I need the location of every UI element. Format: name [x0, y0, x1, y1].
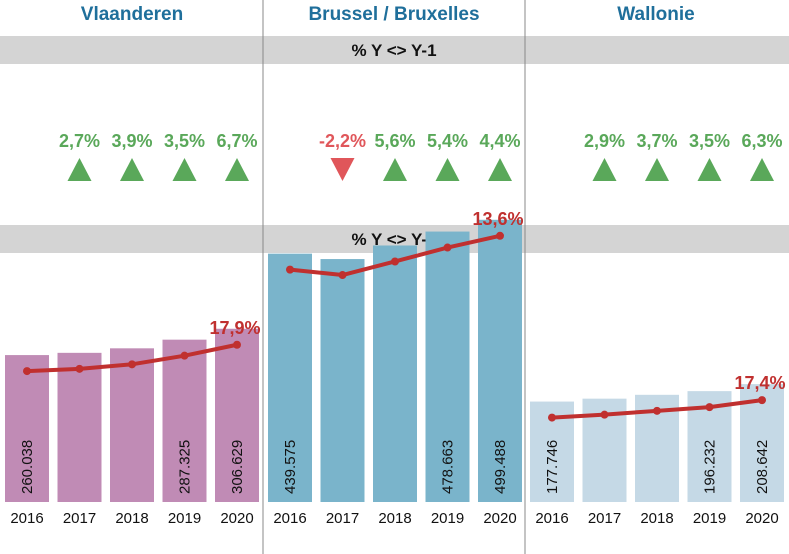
trend-point [391, 257, 399, 266]
bar-value-label: 196.232 [702, 440, 719, 494]
yoy-change-label: 2,7% [59, 131, 100, 151]
band-y1 [0, 36, 789, 64]
x-tick-label: 2018 [378, 510, 411, 527]
triangle-up-icon [592, 158, 617, 181]
triangle-up-icon [488, 158, 512, 181]
bar [268, 253, 312, 502]
triangle-up-icon [697, 158, 722, 181]
yoy-change-label: 2,9% [584, 131, 625, 151]
yoy-change-label: -2,2% [319, 131, 366, 151]
triangle-up-icon [435, 158, 460, 181]
triangle-up-icon [120, 158, 144, 181]
panel-title-brussel: Brussel / Bruxelles [308, 4, 479, 25]
triangle-up-icon [645, 158, 669, 181]
x-tick-label: 2019 [431, 510, 464, 527]
x-tick-label: 2016 [273, 510, 306, 527]
x-tick-label: 2017 [588, 510, 621, 527]
trend-point [548, 413, 556, 422]
x-tick-label: 2020 [745, 510, 778, 527]
trend-point [128, 360, 136, 369]
yoy-change-label: 3,7% [636, 131, 677, 151]
bar [478, 219, 522, 502]
trend-point [653, 406, 661, 415]
yoy-change-label: 3,9% [111, 131, 152, 151]
bar-value-label: 208.642 [754, 440, 771, 494]
bar [57, 352, 102, 502]
trend-point [180, 351, 189, 360]
yoy-change-label: 6,3% [741, 131, 782, 151]
x-tick-label: 2019 [168, 510, 201, 527]
x-tick-label: 2017 [63, 510, 96, 527]
trend-point [496, 231, 504, 240]
chart-marks: 2,7% 3,9% 3,5% 6,7% 260.038 2016 2017 2018 287.3… [5, 131, 786, 527]
bar-value-label: 260.038 [19, 440, 36, 494]
five-year-change-label: 13,6% [472, 209, 523, 229]
bar-value-label: 177.746 [544, 440, 561, 494]
yoy-change-label: 3,5% [164, 131, 205, 151]
trend-point [233, 340, 241, 349]
triangle-up-icon [172, 158, 197, 181]
triangle-down-icon [330, 158, 355, 181]
bar [215, 328, 259, 502]
band-y1-label: % Y <> Y-1 [351, 41, 436, 60]
trend-point [23, 367, 31, 376]
x-tick-label: 2016 [10, 510, 43, 527]
band-y5-label: % Y <> Y-5 [351, 230, 436, 249]
yoy-change-label: 5,4% [427, 131, 468, 151]
yoy-change-label: 5,6% [374, 131, 415, 151]
bar [373, 245, 417, 503]
trend-point [338, 271, 347, 280]
panel-title-wallonie: Wallonie [617, 4, 694, 25]
trend-point [75, 364, 84, 373]
bar-value-label: 478.663 [440, 440, 457, 494]
x-tick-label: 2020 [483, 510, 516, 527]
bar-value-label: 306.629 [229, 440, 246, 494]
bar [425, 231, 470, 502]
yoy-change-label: 3,5% [689, 131, 730, 151]
x-tick-label: 2018 [640, 510, 673, 527]
trend-point [286, 265, 294, 274]
triangle-up-icon [67, 158, 92, 181]
x-tick-label: 2018 [115, 510, 148, 527]
triangle-up-icon [383, 158, 407, 181]
triangle-up-icon [750, 158, 774, 181]
x-tick-label: 2019 [693, 510, 726, 527]
x-tick-label: 2016 [535, 510, 568, 527]
trend-point [443, 243, 452, 252]
bar-value-label: 499.488 [492, 440, 509, 494]
trend-point [600, 410, 609, 419]
panel-title-vlaanderen: Vlaanderen [81, 4, 183, 25]
x-tick-label: 2020 [220, 510, 253, 527]
bar [162, 339, 207, 502]
yoy-change-label: 4,4% [479, 131, 520, 151]
five-year-change-label: 17,4% [734, 373, 785, 393]
x-tick-label: 2017 [326, 510, 359, 527]
trend-point [758, 396, 766, 405]
bar-value-label: 439.575 [282, 440, 299, 494]
bar [110, 348, 154, 502]
trend-point [705, 403, 714, 412]
yoy-change-label: 6,7% [216, 131, 257, 151]
bar [5, 355, 49, 502]
five-year-change-label: 17,9% [209, 318, 260, 338]
triangle-up-icon [225, 158, 249, 181]
bar-value-label: 287.325 [177, 440, 194, 494]
bar [320, 259, 365, 502]
